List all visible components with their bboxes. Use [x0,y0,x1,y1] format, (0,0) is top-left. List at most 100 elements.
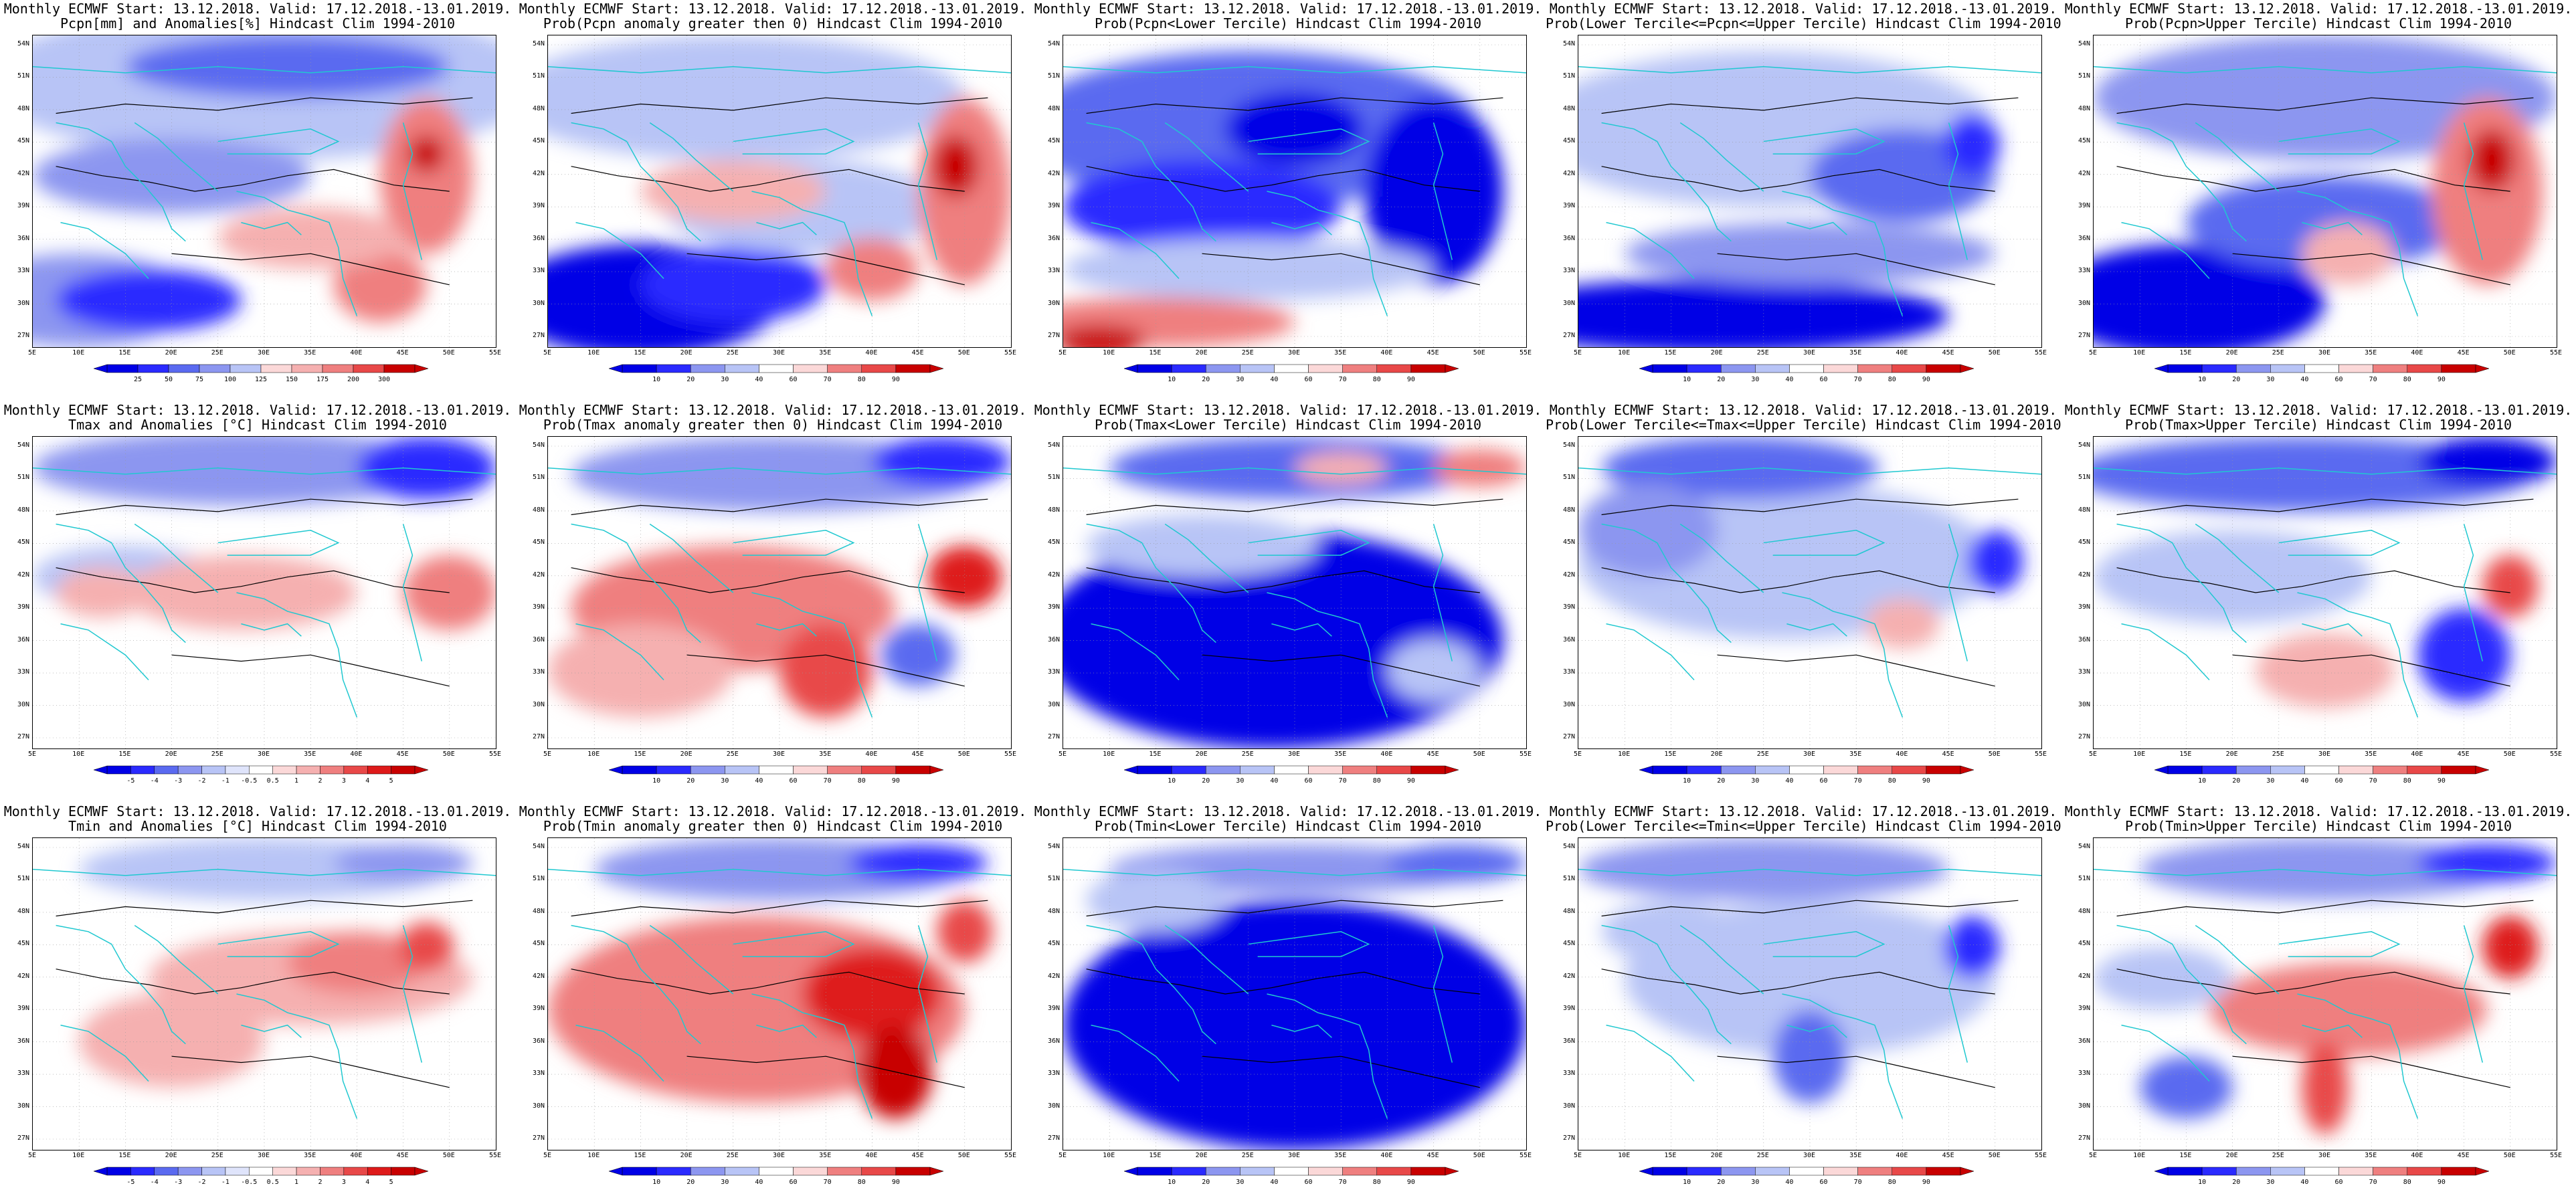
colorbar-label: 0.5 [266,1179,279,1186]
colorbar [94,1167,428,1176]
isoline [2116,166,2510,192]
longitude-label: 15E [1149,1152,1162,1159]
field-anomaly-region [1063,325,1147,347]
coastline [751,592,873,718]
latitude-label: 45N [1047,538,1060,546]
coastline [2116,924,2247,1045]
latitude-label: 42N [2078,169,2090,177]
map-area [1063,436,1527,749]
coastline [236,592,358,718]
colorbar-label: 30 [1236,1179,1245,1186]
longitude-label: 10E [1103,750,1115,758]
colorbar-segment [1892,364,1927,373]
latitude-label: 51N [532,474,545,482]
colorbar-segment [2338,1167,2373,1176]
coastline [2302,1024,2363,1038]
colorbar-segment [895,364,931,373]
colorbar-label: 40 [755,1179,763,1186]
longitude-label: 25E [726,349,739,357]
colorbar-label: 40 [1270,1179,1279,1186]
coastline [1679,122,1764,192]
longitude-label: 15E [634,1152,646,1159]
colorbar-max-arrow [2475,364,2489,373]
map-panel: Monthly ECMWF Start: 13.12.2018. Valid: … [515,0,1030,401]
colorbar-segment [1342,364,1378,373]
longitude-label: 25E [2272,750,2284,758]
coastline [917,925,938,1063]
field-anomaly-region [1086,869,1226,932]
coastline [1267,191,1388,316]
coastline [1948,524,1968,662]
latitude-label: 30N [17,700,29,708]
colorbar-segment [1789,1167,1824,1176]
longitude-label: 30E [1803,1152,1816,1159]
latitude-label: 30N [1047,1102,1060,1110]
latitude-label: 39N [1562,603,1575,611]
latitude-label: 27N [17,332,29,339]
isoline [2116,969,2510,995]
field-anomaly-region [2417,608,2510,702]
colorbar-graphic [94,364,428,373]
longitude-label: 50E [2503,1152,2516,1159]
colorbar-label: 10 [1168,777,1176,785]
coastline [1063,467,1526,475]
longitude-label: 35E [819,349,832,357]
field-anomaly-region [1225,91,1364,167]
colorbar-label: 30 [1236,777,1245,785]
isoline [2116,498,2534,516]
field-anomaly-region [1772,1009,1847,1104]
field-anomaly-region [2302,1040,2349,1134]
colorbar-label: 60 [2334,1179,2343,1186]
latitude-label: 27N [2078,1134,2090,1142]
colorbar-label: 300 [377,376,391,383]
longitude-label: 10E [72,349,85,357]
colorbar-segment [1274,765,1309,775]
longitude-label: 45E [396,349,409,357]
colorbar-graphic [609,1167,943,1176]
longitude-label: 25E [211,750,223,758]
colorbar-segment [2373,364,2408,373]
isoline [1601,166,1995,192]
panel-title: Monthly ECMWF Start: 13.12.2018. Valid: … [0,1,515,31]
longitude-label: 55E [2549,750,2563,758]
latitude-label: 42N [1047,972,1060,980]
colorbar-label: 10 [2198,777,2207,785]
colorbar [1639,765,1974,775]
longitude-label: 10E [1618,349,1631,357]
longitude-label: 55E [488,349,502,357]
colorbar-max-arrow [1960,364,1974,373]
latitude-label: 39N [17,202,29,210]
colorbar-label: 0.5 [266,777,279,785]
latitude-label: 30N [2078,1102,2090,1110]
latitude-label: 45N [2078,538,2090,546]
longitude-label: 10E [1618,1152,1631,1159]
colorbar-segment [1823,765,1858,775]
isoline [1086,900,1503,917]
latitude-label: 27N [17,1134,29,1142]
colorbar-min-arrow [1639,364,1653,373]
latitude-label: 42N [532,169,545,177]
colorbar-segment [725,364,759,373]
panel-title-line2: Tmax and Anomalies [°C] Hindcast Clim 19… [68,417,447,433]
colorbar-segment [2167,364,2203,373]
coastline [575,623,664,680]
field-anomaly-region [826,237,919,301]
colorbar-segment [296,1167,320,1176]
coastline [1578,467,2041,475]
coastline [402,925,423,1063]
colorbar-segment [1274,364,1309,373]
latitude-label: 39N [1047,202,1060,210]
colorbar-label: 70 [823,777,832,785]
longitude-label: 20E [2225,349,2238,357]
colorbar-label: 10 [652,376,661,383]
colorbar-segment [1274,1167,1309,1176]
latitude-label: 33N [2078,668,2090,676]
coastline [2094,868,2557,876]
colorbar [1124,1167,1459,1176]
latitude-label: 51N [1047,72,1060,80]
colorbar-segment [225,765,250,775]
colorbar-segment [106,1167,131,1176]
colorbar-graphic [1124,364,1459,373]
colorbar-label: 60 [1819,1179,1828,1186]
colorbar-segment [725,765,759,775]
